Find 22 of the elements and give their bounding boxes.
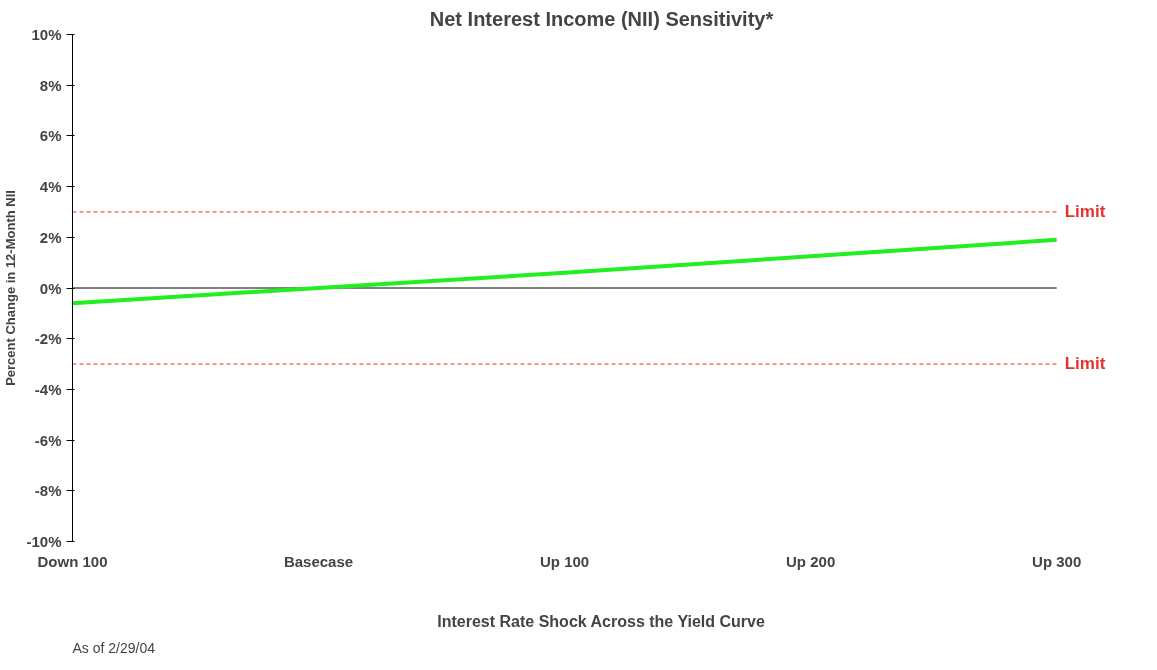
text: As of 2/29/04 — [72, 639, 156, 656]
y-tick-label: 4% — [39, 178, 62, 196]
y-tick-label: 10% — [31, 26, 62, 43]
y-tick-label: 8% — [39, 76, 62, 94]
y-axis-title: Percent Change in 12-Month NII — [3, 190, 19, 386]
y-tick-label: 2% — [39, 228, 62, 246]
x-axis-title: Interest Rate Shock Across the Yield Curve — [437, 612, 765, 630]
y-tick-label: -2% — [34, 330, 62, 348]
x-tick-label: Up 300 — [1032, 552, 1082, 570]
ref-line-label: Limit — [1064, 201, 1106, 221]
x-tick-label: Down 100 — [37, 552, 108, 570]
x-tick-label: Basecase — [283, 552, 354, 570]
y-tick-label: 0% — [39, 279, 62, 297]
y-tick-label: -4% — [34, 380, 62, 398]
y-tick-label: 6% — [39, 127, 62, 145]
y-tick-label: -10% — [26, 533, 62, 550]
ref-line-label: Limit — [1064, 354, 1106, 374]
y-tick-label: -6% — [34, 431, 62, 449]
y-tick-label: -8% — [34, 482, 62, 500]
x-tick-label: Up 100 — [540, 552, 590, 570]
chart-title: Net Interest Income (NII) Sensitivity* — [429, 7, 774, 30]
x-tick-label: Up 200 — [786, 552, 836, 570]
